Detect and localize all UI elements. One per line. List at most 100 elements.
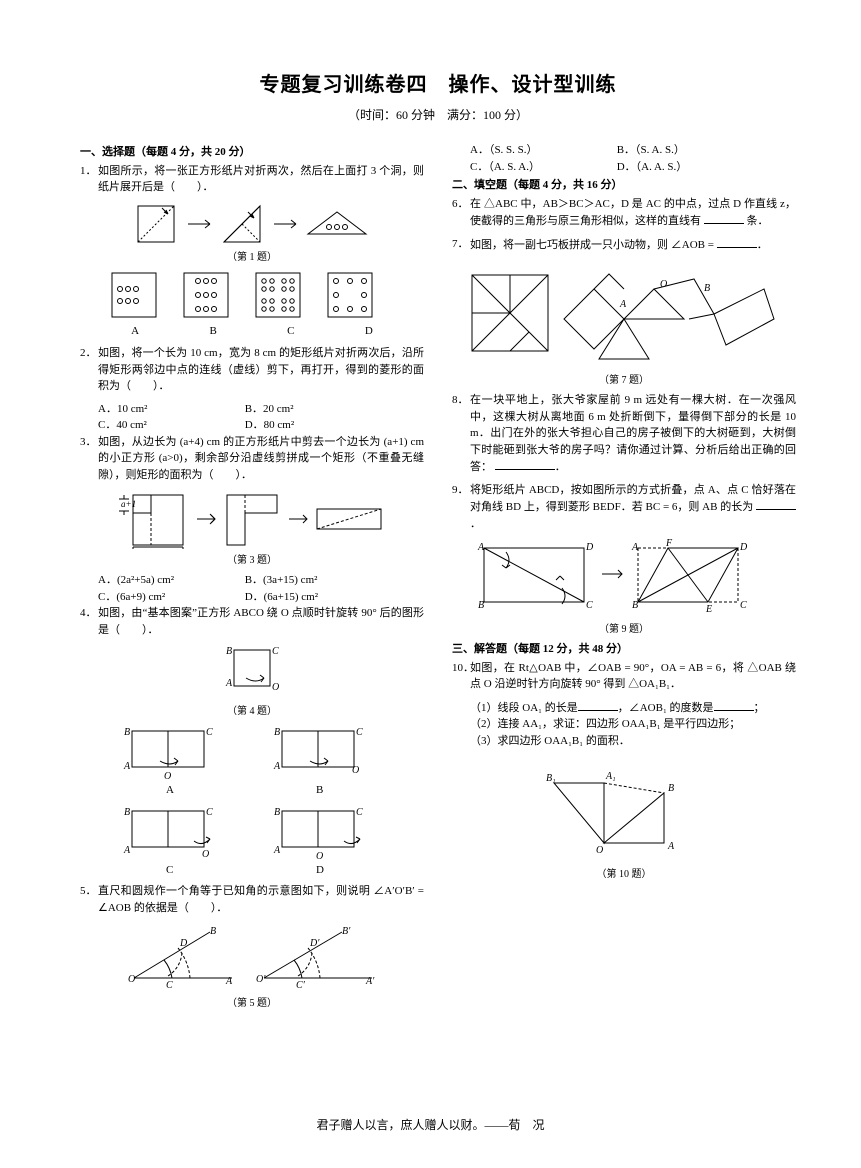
question-3: 3． 如图，从边长为 (a+4) cm 的正方形纸片中剪去一个边长为 (a+1)… <box>80 434 424 484</box>
q1-figure-fold <box>80 202 424 246</box>
question-5: 5． 直尺和圆规作一个角等于已知角的示意图如下，则说明 ∠A′O′B′ = ∠A… <box>80 883 424 916</box>
q3-d: D．(6a+15) cm² <box>245 589 392 606</box>
svg-text:B: B <box>478 600 484 611</box>
q2-number: 2． <box>80 345 97 362</box>
svg-text:A: A <box>667 841 675 852</box>
svg-text:C: C <box>740 600 747 611</box>
q5-b: B．（S. A. S.） <box>617 142 764 159</box>
q10-part1: （1）线段 OA₁ 的长是，∠AOB₁ 的度数是； <box>470 699 796 717</box>
time-score: （时间：60 分钟 满分：100 分） <box>80 106 796 124</box>
svg-text:O: O <box>316 851 323 862</box>
svg-text:C: C <box>166 864 173 876</box>
svg-text:B: B <box>124 727 130 738</box>
q9-blank <box>756 498 796 510</box>
q3-a: A．(2a²+5a) cm² <box>98 572 245 589</box>
svg-text:O: O <box>352 765 359 776</box>
q7-text: 如图，将一副七巧板拼成一只小动物，则 ∠AOB = <box>470 239 714 251</box>
svg-text:A: A <box>123 761 131 772</box>
q10-blank1 <box>578 699 618 711</box>
q5-figcap: （第 5 题） <box>80 996 424 1011</box>
left-column: 一、选择题（每题 4 分，共 20 分） 1． 如图所示，将一张正方形纸片对折两… <box>80 142 424 1015</box>
q5-figure: O A B C D O′ A′ B′ C′ D′ <box>80 922 424 992</box>
svg-text:C: C <box>356 807 363 818</box>
svg-text:C: C <box>166 980 173 991</box>
q1-text: 如图所示，将一张正方形纸片对折两次，然后在上面打 3 个洞，则纸片展开后是（ ）… <box>98 165 424 194</box>
svg-text:D: D <box>316 864 324 876</box>
right-column: A．（S. S. S.）B．（S. A. S.） C．（A. S. A.）D．（… <box>452 142 796 1015</box>
svg-text:A: A <box>477 542 485 553</box>
q10-p1c: ； <box>754 702 765 714</box>
q7-number: 7． <box>452 236 469 253</box>
svg-text:O′: O′ <box>256 974 266 985</box>
svg-text:C: C <box>272 646 279 657</box>
svg-text:B: B <box>210 926 216 937</box>
q10-text: 如图，在 Rt△OAB 中，∠OAB = 90°，OA = AB = 6，将 △… <box>470 662 796 691</box>
q8-blank <box>495 458 555 470</box>
q1-opt-d: D <box>365 323 373 340</box>
q8-number: 8． <box>452 392 469 409</box>
svg-text:O: O <box>164 771 171 782</box>
q9-figcap: （第 9 题） <box>452 622 796 637</box>
svg-text:A: A <box>619 299 627 310</box>
q10-number: 10． <box>452 660 474 677</box>
q9-number: 9． <box>452 482 469 499</box>
q4-base-figure: A B C O <box>80 644 424 700</box>
q5-a: A．（S. S. S.） <box>470 142 617 159</box>
q3-c: C．(6a+9) cm² <box>98 589 245 606</box>
svg-text:B: B <box>274 807 280 818</box>
q5-c: C．（A. S. A.） <box>470 159 617 176</box>
svg-text:D′: D′ <box>309 938 320 949</box>
svg-text:A: A <box>273 845 281 856</box>
q5-number: 5． <box>80 883 97 900</box>
q10-figure: O A B A₁ B₁ <box>452 753 796 863</box>
svg-text:O: O <box>272 682 279 693</box>
q5-d: D．（A. A. S.） <box>617 159 764 176</box>
svg-text:A₁: A₁ <box>605 771 616 782</box>
q1-opt-a: A <box>131 323 139 340</box>
q3-text: 如图，从边长为 (a+4) cm 的正方形纸片中剪去一个边长为 (a+1) cm… <box>98 436 424 481</box>
q6-number: 6． <box>452 196 469 213</box>
question-1: 1． 如图所示，将一张正方形纸片对折两次，然后在上面打 3 个洞，则纸片展开后是… <box>80 163 424 196</box>
page-title: 专题复习训练卷四 操作、设计型训练 <box>80 70 796 100</box>
q10-p1a: （1）线段 OA₁ 的长是 <box>470 702 578 714</box>
svg-text:B: B <box>632 600 638 611</box>
svg-text:O: O <box>128 974 135 985</box>
q1-opt-b: B <box>209 323 216 340</box>
question-8: 8． 在一块平地上，张大爷家屋前 9 m 远处有一棵大树．在一次强风中，这棵大树… <box>452 392 796 476</box>
q4-options-row2: B C A O C B C A O D <box>80 803 424 879</box>
q10-part3: （3）求四边形 OAA₁B₁ 的面积． <box>470 733 796 750</box>
q5-text: 直尺和圆规作一个角等于已知角的示意图如下，则说明 ∠A′O′B′ = ∠AOB … <box>98 885 424 914</box>
q3-number: 3． <box>80 434 97 451</box>
q7-figure: A O B <box>452 259 796 369</box>
svg-text:A: A <box>273 761 281 772</box>
q1-number: 1． <box>80 163 97 180</box>
question-10: 10． 如图，在 Rt△OAB 中，∠OAB = 90°，OA = AB = 6… <box>452 660 796 693</box>
svg-text:A: A <box>225 678 233 689</box>
q4-text: 如图，由“基本图案”正方形 ABCO 绕 O 点顺时针旋转 90° 后的图形是（… <box>98 607 424 636</box>
svg-text:E: E <box>705 604 712 615</box>
svg-text:B: B <box>704 283 710 294</box>
svg-text:A′: A′ <box>365 976 375 987</box>
q10-part2: （2）连接 AA₁，求证：四边形 OAA₁B₁ 是平行四边形； <box>470 716 796 733</box>
q1-options-figure <box>80 269 424 319</box>
q6-blank <box>704 212 744 224</box>
svg-text:B: B <box>274 727 280 738</box>
q4-figcap: （第 4 题） <box>80 704 424 719</box>
q1-opt-c: C <box>287 323 294 340</box>
q3-b: B．(3a+15) cm² <box>245 572 392 589</box>
section-2-header: 二、填空题（每题 4 分，共 16 分） <box>452 177 796 194</box>
svg-text:a+1: a+1 <box>121 499 136 509</box>
svg-text:B′: B′ <box>342 926 351 937</box>
q6-text-2: 条． <box>747 215 769 227</box>
svg-text:B₁: B₁ <box>546 773 556 784</box>
q10-figcap: （第 10 题） <box>452 867 796 882</box>
q2-d: D．80 cm² <box>245 417 392 434</box>
svg-text:D: D <box>585 542 594 553</box>
question-7: 7． 如图，将一副七巧板拼成一只小动物，则 ∠AOB = ． <box>452 236 796 254</box>
question-4: 4． 如图，由“基本图案”正方形 ABCO 绕 O 点顺时针旋转 90° 后的图… <box>80 605 424 638</box>
svg-text:B: B <box>226 646 232 657</box>
section-1-header: 一、选择题（每题 4 分，共 20 分） <box>80 144 424 161</box>
svg-text:B: B <box>316 784 323 796</box>
q1-figcap: （第 1 题） <box>80 250 424 265</box>
svg-text:C: C <box>206 807 213 818</box>
